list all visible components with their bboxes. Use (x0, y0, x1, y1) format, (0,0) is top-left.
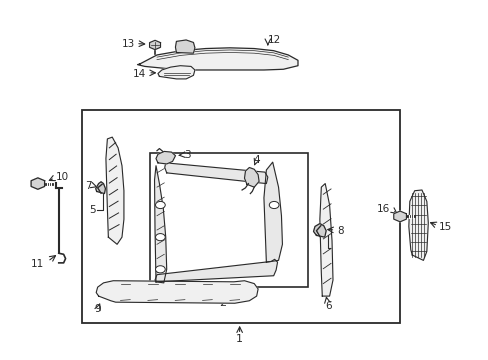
Bar (149, 153, 307, 287)
Polygon shape (164, 163, 267, 184)
Text: 11: 11 (31, 259, 44, 269)
Circle shape (155, 202, 165, 208)
Polygon shape (96, 182, 105, 194)
Polygon shape (175, 40, 195, 53)
Polygon shape (96, 281, 258, 303)
Polygon shape (319, 184, 332, 296)
Text: 9: 9 (94, 304, 101, 314)
Text: 5: 5 (89, 205, 96, 215)
Polygon shape (408, 190, 427, 260)
Polygon shape (155, 259, 277, 282)
Polygon shape (393, 211, 406, 222)
Polygon shape (106, 137, 123, 244)
Text: 15: 15 (438, 222, 451, 232)
Circle shape (155, 266, 165, 273)
Text: 10: 10 (56, 172, 69, 182)
Text: 14: 14 (133, 68, 146, 78)
Polygon shape (244, 167, 259, 187)
Polygon shape (149, 40, 160, 50)
Polygon shape (264, 162, 282, 262)
Text: 7: 7 (85, 181, 92, 191)
Polygon shape (31, 178, 44, 189)
Text: 3: 3 (184, 150, 190, 160)
Polygon shape (137, 48, 297, 70)
Polygon shape (313, 224, 325, 237)
Polygon shape (156, 152, 175, 164)
Text: 1: 1 (236, 334, 243, 344)
Polygon shape (158, 66, 195, 79)
Text: 4: 4 (253, 156, 260, 165)
Polygon shape (154, 166, 166, 283)
Circle shape (155, 234, 165, 241)
Text: 8: 8 (336, 226, 343, 236)
Text: 16: 16 (376, 204, 389, 214)
Circle shape (269, 202, 279, 208)
Text: 12: 12 (267, 35, 281, 45)
Text: 13: 13 (121, 39, 134, 49)
Text: 6: 6 (324, 301, 331, 311)
Bar (81, 111, 399, 323)
Text: 2: 2 (219, 298, 226, 308)
